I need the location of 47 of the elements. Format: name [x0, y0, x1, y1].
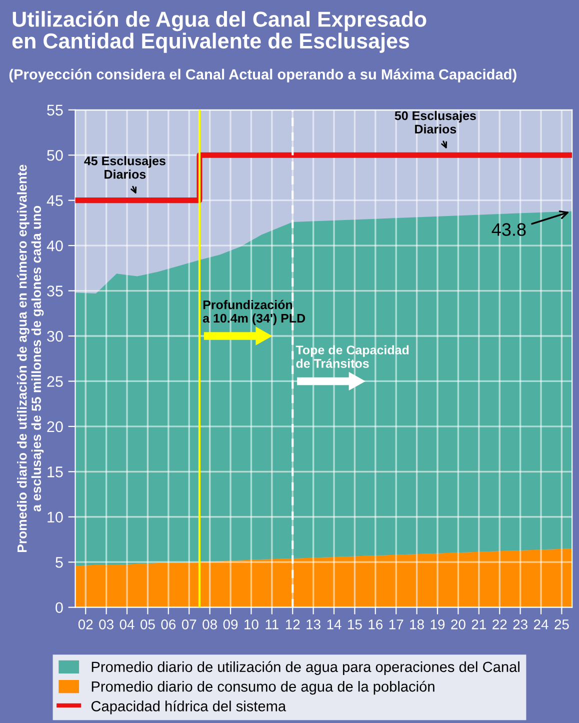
x-tick-label: 11: [266, 620, 278, 630]
x-tick-label: 21: [472, 619, 486, 630]
x-tick-label: 13: [306, 619, 320, 630]
x-tick-label: 25: [554, 619, 569, 630]
y-tick-label: 55: [47, 104, 63, 116]
annotation: 43.8: [492, 223, 526, 236]
y-tick-label: 40: [46, 240, 63, 252]
ref-line-label: Tope de Capacidad de Tránsitos: [296, 345, 409, 368]
y-tick-label: 35: [47, 286, 63, 296]
y-tick-label: 5: [56, 557, 63, 568]
y-axis-title: Promedio diario de utilización de agua en número equivalente a esclusajes de 55 millones de galones cada uno: [16, 164, 44, 552]
x-tick-label: 15: [348, 620, 362, 630]
y-tick-label: 10: [48, 512, 63, 523]
x-tick-label: 05: [140, 619, 155, 630]
x-tick-label: 14: [327, 620, 342, 630]
x-tick-label: 18: [410, 619, 424, 630]
annotation: 50 Esclusajes Diarios: [394, 110, 476, 134]
x-tick-label: 16: [368, 619, 383, 630]
y-tick-label: 20: [47, 421, 63, 432]
x-tick-label: 04: [120, 619, 134, 630]
x-tick-label: 09: [223, 619, 238, 630]
annotation: 45 Esclusajes Diarios: [84, 156, 166, 179]
y-tick-label: 45: [46, 195, 63, 206]
x-tick-label: 17: [389, 620, 404, 630]
x-tick-label: 07: [182, 619, 196, 630]
x-tick-label: 23: [513, 619, 528, 630]
x-tick-label: 02: [78, 619, 93, 630]
y-tick-label: 25: [47, 376, 63, 387]
y-tick-label: 30: [47, 330, 63, 342]
chart-title: Utilización de Agua del Canal Expresado en Cantidad Equivalente de Esclusajes: [12, 10, 426, 53]
y-tick-label: 15: [48, 466, 63, 478]
x-tick-label: 08: [202, 619, 217, 630]
x-tick-label: 19: [430, 619, 445, 630]
x-tick-label: 20: [451, 619, 466, 630]
x-tick-label: 12: [286, 619, 300, 630]
x-tick-label: 03: [99, 619, 114, 630]
ref-line-label: Profundización a 10.4m (34') PLD: [202, 300, 306, 326]
y-tick-label: 0: [56, 602, 63, 614]
x-tick-label: 24: [534, 619, 548, 630]
x-tick-label: 10: [244, 619, 258, 630]
y-tick-label: 50: [47, 150, 63, 161]
legend-label: Capacidad hídrica del sistema: [91, 700, 286, 714]
legend-label: Promedio diario de consumo de agua de la población: [92, 680, 434, 695]
legend-label: Promedio diario de utilización de agua para operaciones del Canal: [92, 661, 520, 675]
x-tick-label: 22: [492, 619, 507, 630]
chart-subtitle: (Proyección considera el Canal Actual operando a su Máxima Capacidad): [9, 68, 516, 82]
x-tick-label: 06: [161, 619, 176, 630]
